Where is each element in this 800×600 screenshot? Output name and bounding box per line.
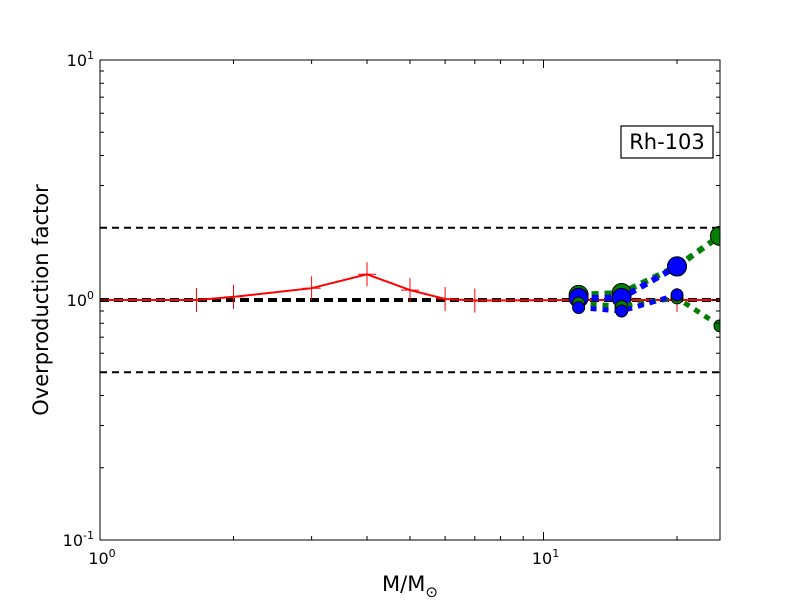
x-axis-label-subscript: ⊙ [425,583,438,600]
annotation-label: Rh-103 [629,130,705,154]
y-tick-label-1-base: 10 [67,291,87,310]
tick-marks [99,59,720,541]
series-2-point-2 [667,256,688,277]
series-4-point-1 [615,304,629,318]
y-tick-label-2-base: 10 [67,51,87,70]
series-0-point-3 [302,276,321,301]
series-4-point-0 [572,301,586,315]
y-tick-label-0-base: 10 [63,531,83,550]
series-0-point-2 [224,284,243,309]
series-0-point-1 [187,288,206,312]
annotation-frame [620,125,714,159]
x-tick-label-0-base: 10 [88,549,108,568]
series-4 [572,288,684,318]
x-axis-label: M/M⊙ [382,572,438,600]
y-tick-label-1: 100 [67,289,94,310]
series-0-point-6 [436,286,455,311]
x-tick-label-1: 101 [532,547,559,568]
x-axis-label-main: M/M [382,572,425,596]
y-tick-label-0-exponent: -1 [83,529,94,542]
x-tick-label-0: 100 [88,547,115,568]
x-tick-label-1-exponent: 1 [552,547,559,560]
series-4-line [578,292,678,314]
series-1-line [578,233,720,298]
y-tick-label-1-exponent: 0 [87,289,94,302]
series-0-point-7 [465,288,484,313]
series-4-point-2 [670,288,684,302]
x-tick-label-1-base: 10 [532,549,552,568]
y-tick-label-0: 10-1 [63,529,94,550]
y-axis-label: Overproduction factor [29,184,53,416]
series-3-line [578,295,720,328]
series-0-point-5 [401,278,419,303]
x-tick-label-0-exponent: 0 [109,547,116,560]
y-tick-label-2: 101 [67,49,94,70]
series-layer [100,225,720,333]
annotation-box: Rh-103 [620,125,714,159]
y-tick-label-2-exponent: 1 [87,49,94,62]
series-1-point-3 [710,225,720,246]
series-0-point-4 [358,262,377,287]
